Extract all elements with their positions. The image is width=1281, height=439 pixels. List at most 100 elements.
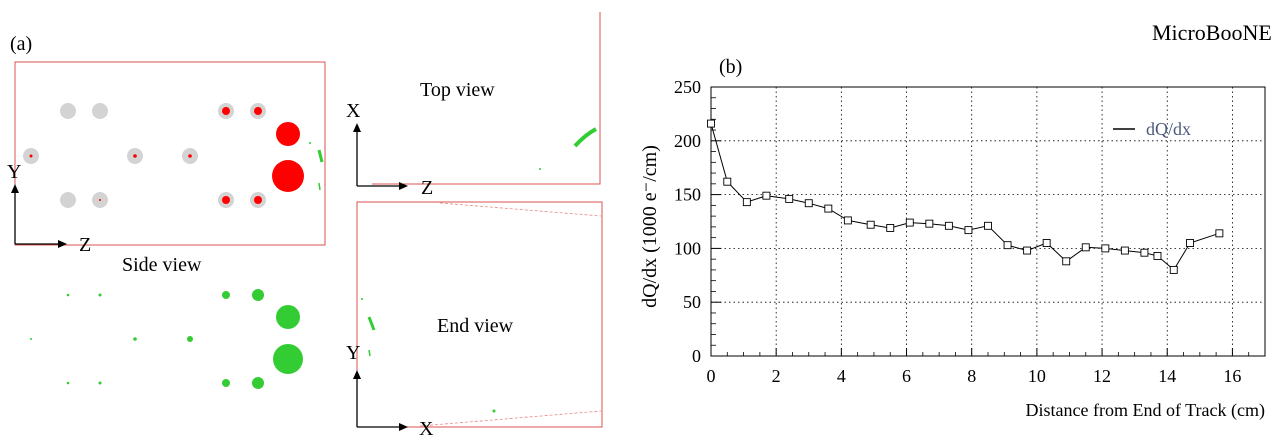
x-tick-label: 2 bbox=[772, 366, 781, 386]
top-view-axis-y: X bbox=[346, 100, 361, 122]
pmt-green-large bbox=[276, 305, 300, 329]
data-point bbox=[925, 219, 934, 228]
pmt-green bbox=[66, 381, 70, 385]
top-view-axis-x: Z bbox=[421, 177, 433, 199]
end-view-frame bbox=[356, 201, 603, 428]
side-view-frame bbox=[14, 61, 326, 246]
top-view-title: Top view bbox=[420, 79, 495, 101]
pmt-green bbox=[252, 289, 264, 301]
y-axis: 0 50 100 150 200 250 bbox=[674, 77, 721, 366]
pmt-hit bbox=[254, 107, 262, 115]
pmt-green bbox=[66, 293, 70, 297]
x-tick-label: 8 bbox=[967, 366, 976, 386]
pmt-green bbox=[222, 379, 230, 387]
dqdx-chart: 0 2 4 6 8 10 12 14 16 0 50 100 150 200 250 Distance f… bbox=[639, 77, 1266, 421]
data-point bbox=[1062, 257, 1071, 266]
side-view-track bbox=[317, 149, 324, 163]
data-point bbox=[804, 199, 813, 208]
pmt-hit bbox=[133, 154, 137, 158]
side-view-title: Side view bbox=[122, 254, 202, 276]
end-view-title: End view bbox=[437, 315, 514, 337]
data-point bbox=[742, 198, 751, 207]
data-point bbox=[905, 218, 914, 227]
x-tick-label: 4 bbox=[837, 366, 846, 386]
data-point bbox=[944, 221, 953, 230]
x-axis-label: Distance from End of Track (cm) bbox=[1026, 400, 1265, 421]
end-view-track bbox=[367, 316, 376, 331]
top-view-axes bbox=[353, 123, 408, 190]
x-tick-label: 0 bbox=[707, 366, 716, 386]
pmt-green bbox=[98, 381, 102, 385]
pmt-hit bbox=[222, 196, 230, 204]
data-point bbox=[1023, 246, 1032, 255]
legend: dQ/dx bbox=[1113, 119, 1191, 139]
series-markers bbox=[707, 119, 1224, 274]
side-view-track bbox=[318, 182, 321, 191]
experiment-label: MicroBooNE bbox=[1152, 20, 1272, 45]
data-point bbox=[1169, 265, 1178, 274]
pmt-green bbox=[98, 293, 102, 297]
top-view-frame bbox=[372, 12, 601, 185]
pmt-green-large bbox=[273, 344, 303, 374]
end-view-projection-line bbox=[419, 410, 602, 427]
side-view-pmts bbox=[23, 103, 304, 208]
x-tick-label: 12 bbox=[1093, 366, 1111, 386]
side-view-track-dot bbox=[309, 142, 311, 144]
y-tick-label: 50 bbox=[683, 292, 701, 312]
data-point bbox=[785, 194, 794, 203]
pmt-hit bbox=[188, 154, 192, 158]
pmt-hit-large bbox=[272, 160, 304, 192]
end-view-axes bbox=[353, 370, 408, 431]
data-point bbox=[723, 177, 732, 186]
data-point bbox=[1215, 229, 1224, 238]
side-view-axis-x: Z bbox=[79, 234, 91, 256]
y-axis-label: dQ/dx (1000 e⁻/cm) bbox=[639, 145, 661, 308]
data-point bbox=[886, 224, 895, 232]
side-view-axis-y: Y bbox=[7, 161, 21, 183]
x-tick-label: 10 bbox=[1028, 366, 1046, 386]
data-point bbox=[1042, 239, 1051, 247]
y-tick-label: 100 bbox=[674, 238, 701, 258]
y-tick-label: 0 bbox=[692, 346, 701, 366]
x-tick-label: 14 bbox=[1158, 366, 1176, 386]
top-view-track bbox=[573, 127, 597, 148]
panel-b-label: (b) bbox=[719, 56, 742, 78]
data-point bbox=[984, 221, 992, 230]
pmt-circle bbox=[92, 103, 108, 119]
top-view-track-dot bbox=[539, 168, 541, 170]
legend-entry: dQ/dx bbox=[1146, 119, 1191, 139]
pmt-green bbox=[133, 337, 137, 341]
data-point bbox=[1003, 241, 1012, 250]
pmt-circle bbox=[60, 192, 76, 208]
y-tick-label: 250 bbox=[674, 77, 701, 97]
data-point bbox=[762, 191, 771, 200]
data-point bbox=[1081, 243, 1090, 252]
data-point bbox=[1153, 251, 1162, 260]
data-point bbox=[866, 220, 875, 229]
side-view-axes bbox=[11, 184, 67, 248]
data-point bbox=[707, 119, 715, 128]
pmt-green bbox=[252, 377, 264, 389]
y-tick-label: 150 bbox=[674, 185, 701, 205]
data-point bbox=[1120, 246, 1129, 255]
x-axis: 0 2 4 6 8 10 12 14 16 bbox=[707, 348, 1266, 386]
data-point bbox=[824, 204, 833, 213]
end-view-axis-y: Y bbox=[346, 342, 360, 364]
end-view-axis-x: X bbox=[419, 418, 434, 439]
pmt-hit bbox=[222, 107, 230, 115]
pmt-green bbox=[30, 338, 32, 340]
x-tick-label: 16 bbox=[1223, 366, 1241, 386]
data-point bbox=[1186, 239, 1194, 247]
end-view-track-dot bbox=[361, 298, 363, 300]
x-tick-label: 6 bbox=[902, 366, 911, 386]
end-view-projection-line bbox=[439, 202, 602, 217]
data-point bbox=[1140, 248, 1149, 257]
pmt-hit-large bbox=[276, 122, 300, 146]
pmt-hit bbox=[254, 196, 262, 204]
pmt-hit bbox=[29, 154, 33, 158]
data-point bbox=[1101, 244, 1110, 253]
y-tick-label: 200 bbox=[674, 131, 701, 151]
end-view-track-dot bbox=[492, 409, 496, 413]
data-point bbox=[843, 216, 852, 225]
